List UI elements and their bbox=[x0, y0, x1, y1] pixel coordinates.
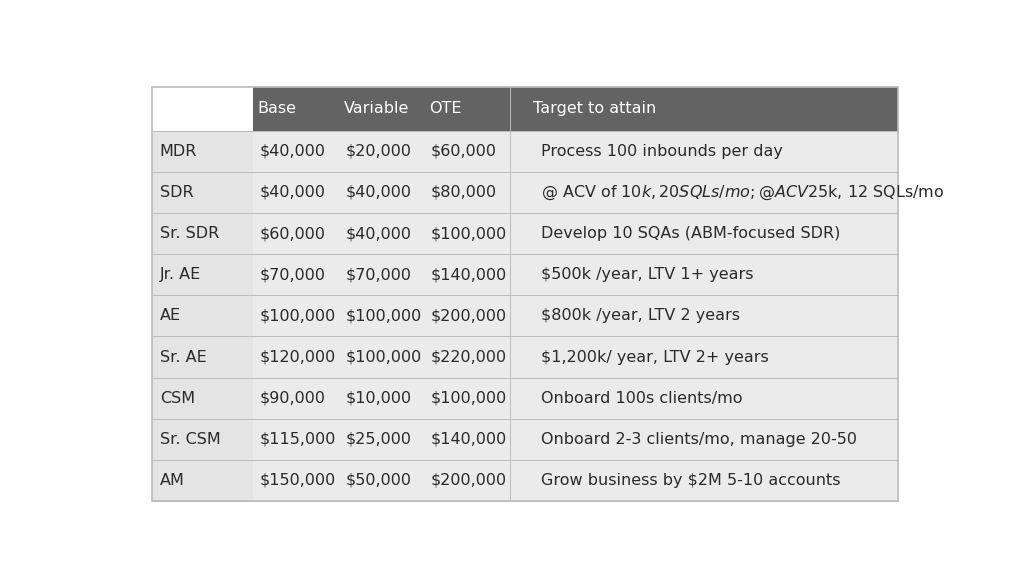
Text: CSM: CSM bbox=[160, 391, 195, 406]
Text: $100,000: $100,000 bbox=[431, 226, 507, 241]
Text: Process 100 inbounds per day: Process 100 inbounds per day bbox=[541, 144, 782, 159]
Text: OTE: OTE bbox=[429, 101, 462, 116]
Text: $120,000: $120,000 bbox=[259, 350, 336, 365]
Text: $60,000: $60,000 bbox=[431, 144, 497, 159]
FancyBboxPatch shape bbox=[152, 213, 253, 254]
FancyBboxPatch shape bbox=[152, 377, 253, 418]
Text: $1,200k/ year, LTV 2+ years: $1,200k/ year, LTV 2+ years bbox=[541, 350, 769, 365]
Text: $40,000: $40,000 bbox=[259, 185, 326, 200]
Text: AM: AM bbox=[160, 473, 184, 488]
Text: Variable: Variable bbox=[343, 101, 409, 116]
Text: $70,000: $70,000 bbox=[259, 267, 326, 282]
Text: $800k /year, LTV 2 years: $800k /year, LTV 2 years bbox=[541, 308, 740, 323]
Text: Target to attain: Target to attain bbox=[534, 101, 656, 116]
Text: $70,000: $70,000 bbox=[345, 267, 412, 282]
FancyBboxPatch shape bbox=[152, 131, 898, 172]
Text: $500k /year, LTV 1+ years: $500k /year, LTV 1+ years bbox=[541, 267, 754, 282]
Text: $200,000: $200,000 bbox=[431, 308, 507, 323]
Text: $220,000: $220,000 bbox=[431, 350, 507, 365]
Text: $100,000: $100,000 bbox=[431, 391, 507, 406]
FancyBboxPatch shape bbox=[152, 213, 898, 254]
Text: $200,000: $200,000 bbox=[431, 473, 507, 488]
Text: $115,000: $115,000 bbox=[259, 432, 336, 447]
Text: $100,000: $100,000 bbox=[345, 350, 422, 365]
Text: Onboard 100s clients/mo: Onboard 100s clients/mo bbox=[541, 391, 742, 406]
Text: $100,000: $100,000 bbox=[259, 308, 336, 323]
Text: Sr. CSM: Sr. CSM bbox=[160, 432, 220, 447]
Text: MDR: MDR bbox=[160, 144, 198, 159]
Text: $100,000: $100,000 bbox=[345, 308, 422, 323]
Text: $25,000: $25,000 bbox=[345, 432, 412, 447]
FancyBboxPatch shape bbox=[152, 418, 898, 460]
Text: Onboard 2-3 clients/mo, manage 20-50: Onboard 2-3 clients/mo, manage 20-50 bbox=[541, 432, 857, 447]
FancyBboxPatch shape bbox=[253, 87, 898, 131]
FancyBboxPatch shape bbox=[152, 131, 253, 172]
Text: $80,000: $80,000 bbox=[431, 185, 497, 200]
FancyBboxPatch shape bbox=[152, 460, 253, 501]
Text: $20,000: $20,000 bbox=[345, 144, 412, 159]
FancyBboxPatch shape bbox=[152, 336, 898, 377]
Text: AE: AE bbox=[160, 308, 181, 323]
FancyBboxPatch shape bbox=[152, 254, 898, 295]
FancyBboxPatch shape bbox=[152, 418, 253, 460]
Text: $50,000: $50,000 bbox=[345, 473, 412, 488]
Text: $40,000: $40,000 bbox=[345, 185, 412, 200]
Text: $60,000: $60,000 bbox=[259, 226, 326, 241]
Text: $140,000: $140,000 bbox=[431, 267, 507, 282]
Text: Base: Base bbox=[258, 101, 297, 116]
FancyBboxPatch shape bbox=[152, 336, 253, 377]
Text: Sr. AE: Sr. AE bbox=[160, 350, 207, 365]
Text: @ ACV of $10k, 20 SQLs/mo; @ ACV $25k, 12 SQLs/mo: @ ACV of $10k, 20 SQLs/mo; @ ACV $25k, 1… bbox=[541, 183, 944, 202]
FancyBboxPatch shape bbox=[152, 295, 898, 336]
FancyBboxPatch shape bbox=[152, 254, 253, 295]
Text: Sr. SDR: Sr. SDR bbox=[160, 226, 219, 241]
Text: Grow business by $2M 5-10 accounts: Grow business by $2M 5-10 accounts bbox=[541, 473, 841, 488]
Text: SDR: SDR bbox=[160, 185, 194, 200]
Text: $40,000: $40,000 bbox=[259, 144, 326, 159]
Text: Develop 10 SQAs (ABM-focused SDR): Develop 10 SQAs (ABM-focused SDR) bbox=[541, 226, 841, 241]
Text: $40,000: $40,000 bbox=[345, 226, 412, 241]
FancyBboxPatch shape bbox=[152, 295, 253, 336]
FancyBboxPatch shape bbox=[152, 377, 898, 418]
FancyBboxPatch shape bbox=[152, 172, 898, 213]
FancyBboxPatch shape bbox=[152, 172, 253, 213]
Text: $150,000: $150,000 bbox=[259, 473, 336, 488]
Text: $140,000: $140,000 bbox=[431, 432, 507, 447]
Text: $90,000: $90,000 bbox=[259, 391, 326, 406]
FancyBboxPatch shape bbox=[152, 460, 898, 501]
Text: $10,000: $10,000 bbox=[345, 391, 412, 406]
Text: Jr. AE: Jr. AE bbox=[160, 267, 201, 282]
